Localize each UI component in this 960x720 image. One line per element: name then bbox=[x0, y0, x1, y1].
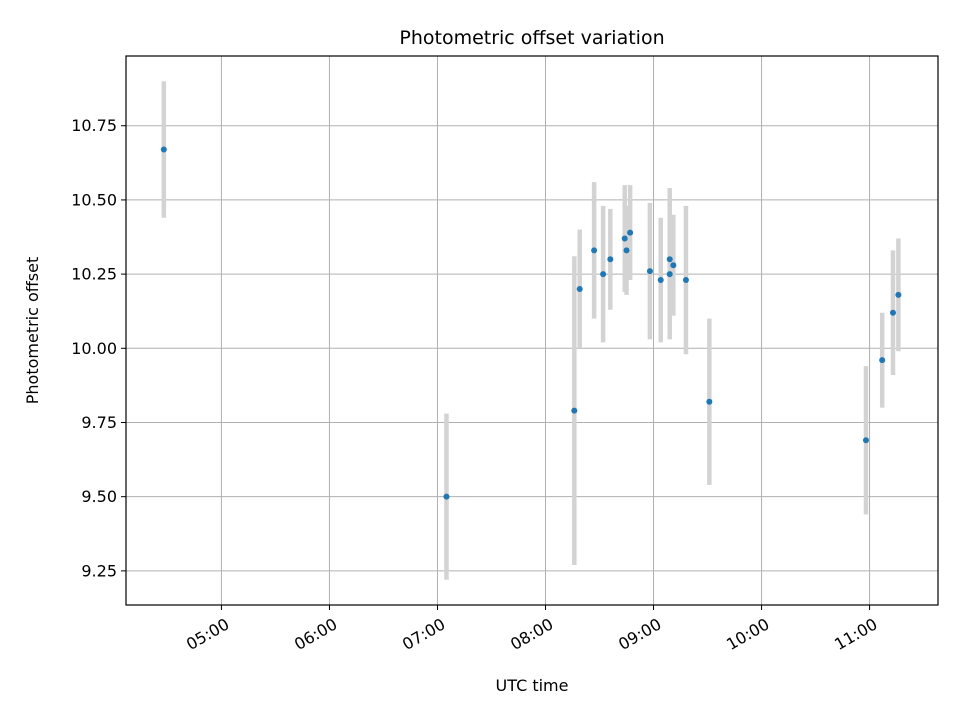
y-tick-label: 10.25 bbox=[71, 265, 117, 284]
chart-title: Photometric offset variation bbox=[399, 27, 664, 49]
data-point bbox=[879, 357, 886, 364]
data-point bbox=[706, 398, 713, 405]
data-point bbox=[600, 271, 607, 278]
y-tick-label: 10.50 bbox=[71, 190, 117, 209]
y-tick-label: 9.50 bbox=[81, 487, 117, 506]
y-axis-ticks: 9.25 9.50 9.75 10.00 10.25 10.50 10.75 bbox=[71, 116, 126, 580]
data-point bbox=[862, 437, 869, 444]
data-point bbox=[682, 277, 689, 284]
data-point bbox=[160, 146, 167, 153]
y-tick-label: 9.75 bbox=[81, 413, 117, 432]
data-point bbox=[621, 235, 628, 242]
data-point bbox=[895, 291, 902, 298]
data-point bbox=[627, 229, 634, 236]
y-tick-label: 10.75 bbox=[71, 116, 117, 135]
plot-frame bbox=[125, 55, 939, 606]
data-point bbox=[591, 247, 598, 254]
data-point bbox=[576, 285, 583, 292]
data-point bbox=[623, 247, 630, 254]
data-point bbox=[670, 262, 677, 269]
data-points bbox=[160, 146, 902, 500]
y-tick-label: 10.00 bbox=[71, 339, 117, 358]
data-point bbox=[657, 277, 664, 284]
data-point bbox=[443, 493, 450, 500]
x-axis-label: UTC time bbox=[496, 676, 569, 695]
data-point bbox=[607, 256, 614, 263]
data-point bbox=[889, 309, 896, 316]
y-axis-label: Photometric offset bbox=[23, 257, 42, 405]
grid-lines bbox=[126, 56, 938, 605]
data-point bbox=[666, 256, 673, 263]
data-point bbox=[666, 271, 673, 278]
y-tick-label: 9.25 bbox=[81, 561, 117, 580]
data-point bbox=[571, 407, 578, 414]
data-point bbox=[646, 268, 653, 275]
